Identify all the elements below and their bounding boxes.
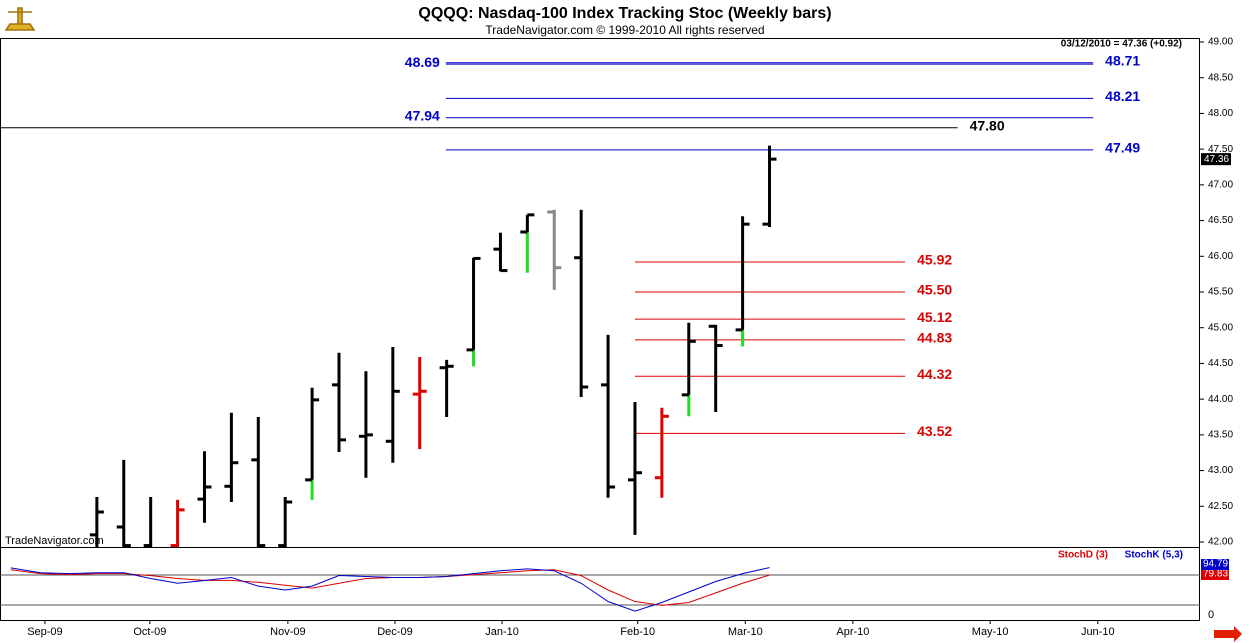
- indicator-plot: [0, 567, 1200, 612]
- level-label: 47.49: [1105, 140, 1140, 156]
- y-tick-label: 44.00: [1208, 394, 1233, 405]
- indicator-line: [10, 567, 770, 612]
- y-tick-label: 47.00: [1208, 179, 1233, 190]
- x-tick-label: Oct-09: [133, 626, 166, 638]
- header-note: 03/12/2010 = 47.36 (+0.92): [1061, 39, 1182, 50]
- value-tag-label: 94.79: [1203, 559, 1228, 570]
- value-tag: [1201, 559, 1229, 570]
- level-label: 47.94: [405, 107, 440, 123]
- y-tick-label: 46.50: [1208, 215, 1233, 226]
- x-tick-label: Mar-10: [728, 626, 763, 638]
- y-tick-label: 46.00: [1208, 251, 1233, 262]
- x-tick-label: Jan-10: [485, 626, 519, 638]
- x-tick-label: Dec-09: [377, 626, 412, 638]
- level-label: 45.50: [917, 282, 952, 298]
- panel-border: [0, 38, 1200, 621]
- x-tick-label: Jun-10: [1081, 626, 1115, 638]
- y-tick-label: 42.00: [1208, 537, 1233, 548]
- y-tick-label: 49.00: [1208, 37, 1233, 48]
- level-label: 43.52: [917, 423, 952, 439]
- y-tick-label: 47.50: [1208, 144, 1233, 155]
- level-label: 48.71: [1105, 52, 1140, 68]
- level-label: 48.69: [405, 54, 440, 70]
- price-tag-label: 47.36: [1204, 154, 1229, 165]
- level-label: 45.92: [917, 252, 952, 268]
- scroll-arrow[interactable]: [1214, 626, 1242, 642]
- level-label: 45.12: [917, 309, 952, 325]
- legend-entry: StochD (3): [1058, 550, 1108, 561]
- x-tick-label: Feb-10: [620, 626, 655, 638]
- x-tick-label: Nov-09: [270, 626, 305, 638]
- y-tick-label: 45.50: [1208, 287, 1233, 298]
- price-tag: [1201, 153, 1231, 166]
- watermark: TradeNavigator.com: [5, 535, 104, 547]
- y-tick-label: 48.00: [1208, 108, 1233, 119]
- y-tick-label: 42.50: [1208, 501, 1233, 512]
- y-tick-label: 0: [1208, 609, 1214, 621]
- level-label: 44.32: [917, 366, 952, 382]
- y-tick-label: 43.00: [1208, 465, 1233, 476]
- y-tick-label: 44.50: [1208, 358, 1233, 369]
- level-label: 47.80: [970, 117, 1005, 133]
- x-tick-label: Sep-09: [27, 626, 62, 638]
- chart-title: QQQQ: Nasdaq-100 Index Tracking Stoc (We…: [418, 5, 831, 22]
- level-label: 44.83: [917, 330, 952, 346]
- y-tick-label: 45.00: [1208, 322, 1233, 333]
- y-tick-label: 48.50: [1208, 72, 1233, 83]
- chart-subtitle: TradeNavigator.com © 1999-2010 All right…: [485, 23, 764, 37]
- logo: [4, 7, 36, 31]
- x-tick-label: May-10: [972, 626, 1009, 638]
- value-tag: [1201, 569, 1229, 580]
- price-plot: [0, 62, 1094, 547]
- x-tick-label: Apr-10: [836, 626, 869, 638]
- value-tag-label: 79.83: [1203, 569, 1228, 580]
- legend-entry: StochK (5,3): [1125, 550, 1183, 561]
- y-tick-label: 43.50: [1208, 429, 1233, 440]
- level-label: 48.21: [1105, 88, 1140, 104]
